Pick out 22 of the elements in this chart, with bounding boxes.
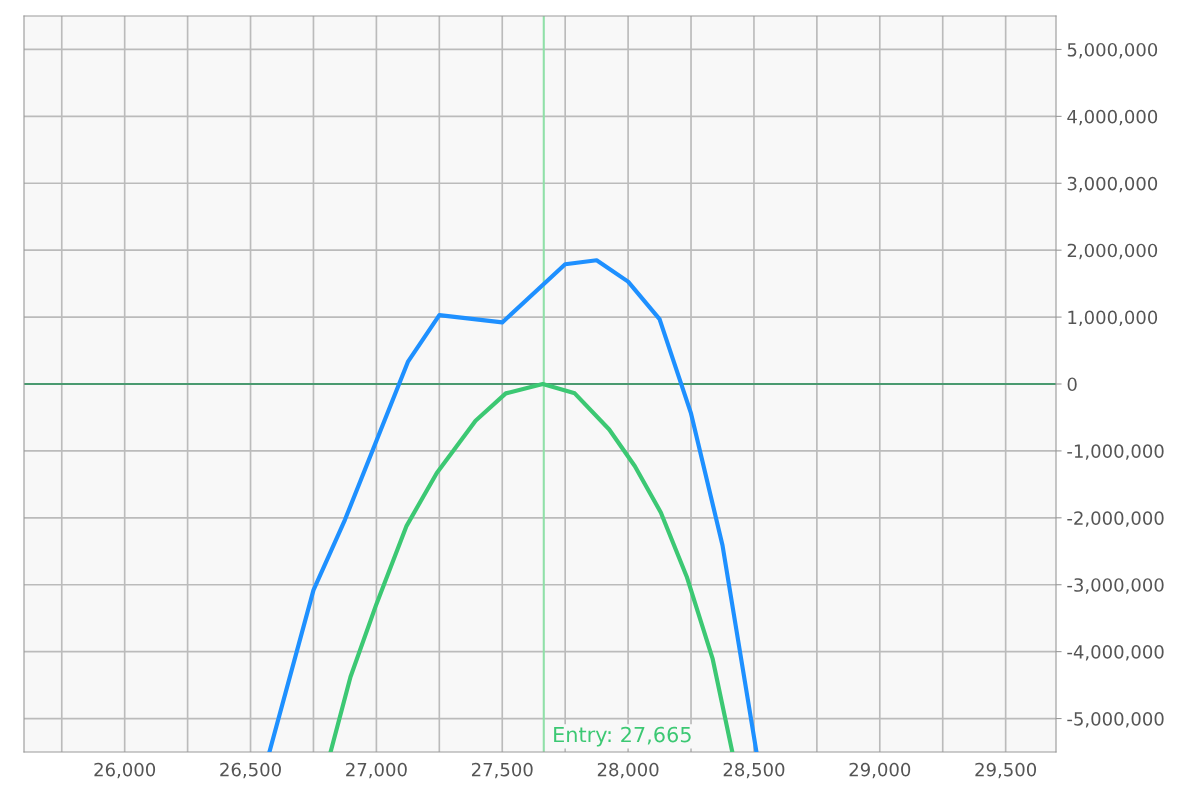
x-tick-label: 29,000 <box>849 762 911 779</box>
y-tick-label: -4,000,000 <box>1067 645 1164 661</box>
y-tick-label: 0 <box>1067 377 1077 392</box>
x-tick-label: 27,000 <box>346 762 407 779</box>
x-tick-label: 28,500 <box>723 762 785 779</box>
line-series <box>328 381 735 752</box>
y-tick-label: 4,000,000 <box>1067 109 1158 126</box>
y-tick-label: 3,000,000 <box>1067 176 1158 193</box>
y-tick-label: -3,000,000 <box>1067 578 1164 594</box>
y-tick-label: 2,000,000 <box>1067 243 1158 260</box>
x-tick-label: 26,500 <box>220 762 281 779</box>
y-tick-label: -1,000,000 <box>1067 444 1164 460</box>
x-tick-label: 29,500 <box>975 762 1037 779</box>
y-tick-label: 5,000,000 <box>1067 42 1158 59</box>
x-tick-label: 27,500 <box>471 762 533 779</box>
y-tick-label: -2,000,000 <box>1067 511 1164 527</box>
x-tick-label: 26,000 <box>94 762 156 779</box>
y-tick-label: -5,000,000 <box>1067 712 1164 728</box>
line-series <box>267 258 759 752</box>
x-tick-label: 28,000 <box>597 762 659 779</box>
y-tick-label: 1,000,000 <box>1068 310 1158 327</box>
ref-line-label: Entry: 27,665 <box>554 726 691 747</box>
